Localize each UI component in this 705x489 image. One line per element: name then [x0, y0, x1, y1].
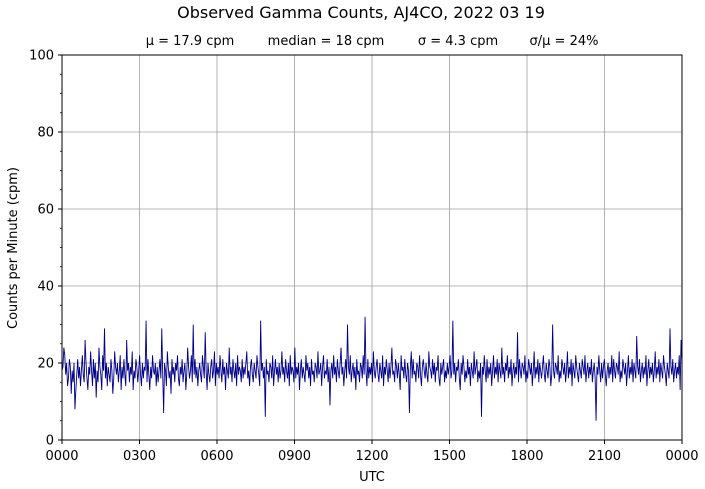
- x-tick-label: 0600: [200, 449, 233, 464]
- stat-median: median = 18 cpm: [268, 34, 385, 49]
- grid-lines: [61, 54, 683, 441]
- chart-title: Observed Gamma Counts, AJ4CO, 2022 03 19: [177, 3, 545, 22]
- counts-series-line: [61, 316, 683, 421]
- y-axis-label: Counts per Minute (cpm): [6, 167, 21, 329]
- stat-cv: σ/μ = 24%: [530, 34, 599, 49]
- y-tick-label: 100: [29, 49, 54, 64]
- y-tick-label: 60: [37, 203, 54, 218]
- x-tick-label: 0000: [665, 449, 698, 464]
- axis-ticks: 0000 0300 0600 0900 1200 1500 1800 2100 00000204…: [29, 49, 698, 465]
- y-tick-label: 80: [37, 126, 54, 141]
- x-tick-label: 1800: [510, 449, 543, 464]
- x-tick-label: 1500: [433, 449, 466, 464]
- x-tick-label: 2100: [588, 449, 621, 464]
- x-axis-label: UTC: [359, 470, 385, 485]
- y-tick-label: 40: [37, 280, 54, 295]
- stat-mean: μ = 17.9 cpm: [146, 34, 235, 49]
- x-tick-label: 0000: [45, 449, 78, 464]
- subtitle-stats: μ = 17.9 cpm median = 18 cpm σ = 4.3 cpm…: [146, 34, 599, 49]
- series-group: [61, 316, 683, 421]
- stat-sigma: σ = 4.3 cpm: [418, 34, 498, 49]
- y-tick-label: 20: [37, 357, 54, 372]
- x-tick-label: 1200: [355, 449, 388, 464]
- x-tick-label: 0900: [278, 449, 311, 464]
- x-tick-label: 0300: [123, 449, 156, 464]
- y-tick-label: 0: [46, 434, 54, 449]
